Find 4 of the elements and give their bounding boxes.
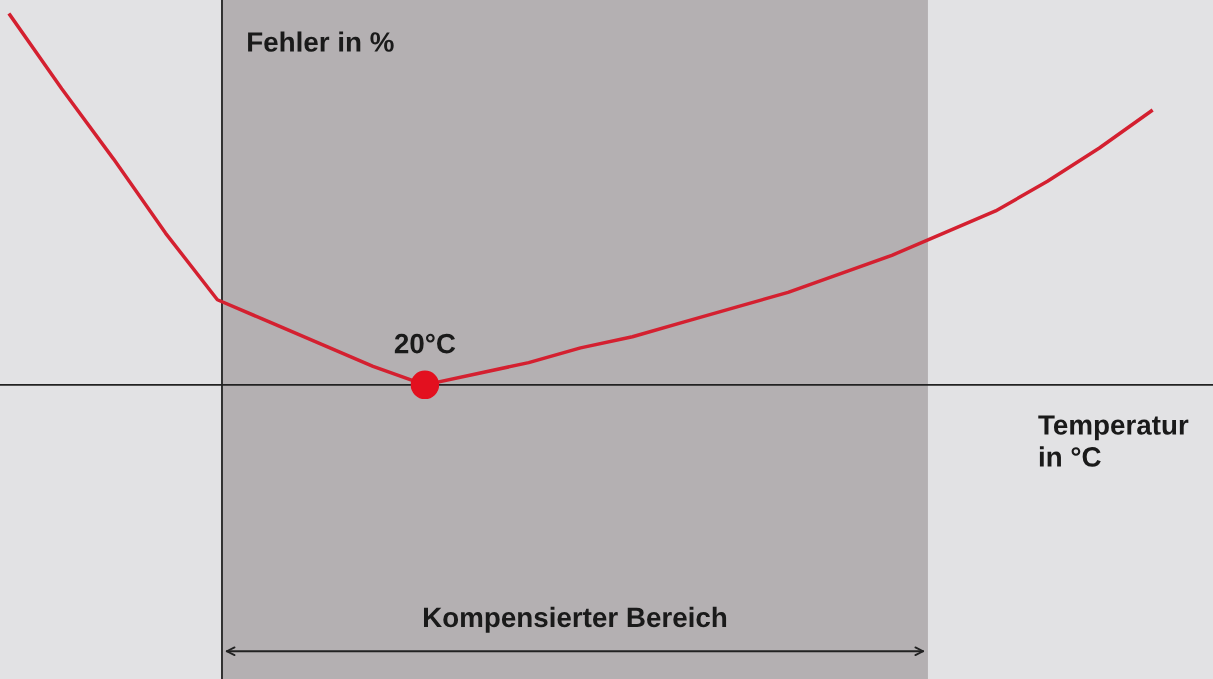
annotation: 20°C: [394, 333, 456, 354]
x-axis-title: Temperatur in °C: [1038, 415, 1189, 467]
text: Kompensierter Bereich: [423, 606, 727, 633]
y-axis-title: Fehler in %: [248, 31, 394, 52]
